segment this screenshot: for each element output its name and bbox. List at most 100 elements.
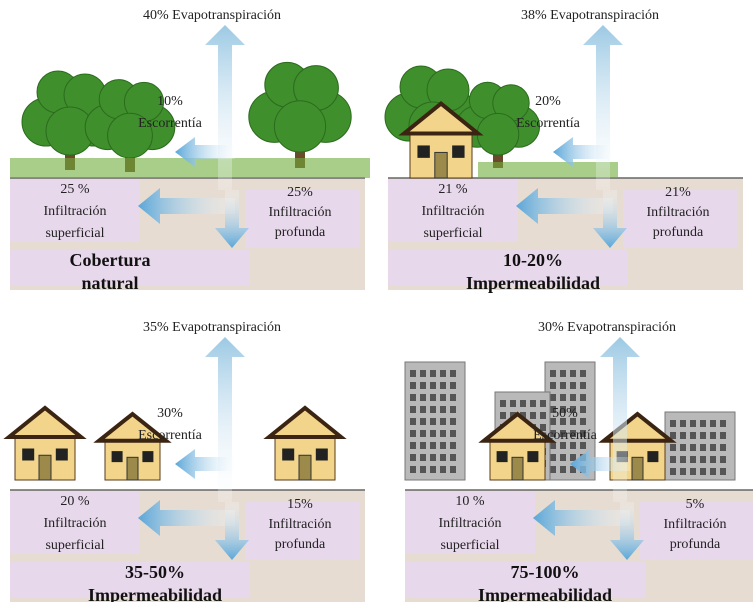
house-window <box>112 451 123 462</box>
shallow-infiltration-label: 10 % <box>455 494 485 509</box>
building-window <box>450 370 456 377</box>
evapotranspiration-label: 38% Evapotranspiración <box>521 8 659 23</box>
building-window <box>680 432 686 439</box>
house-door <box>632 457 643 480</box>
deep-infiltration-label: profunda <box>653 225 704 240</box>
house-roof <box>269 408 341 437</box>
building-window <box>540 400 546 407</box>
building-window <box>420 394 426 401</box>
runoff-label: Escorrentía <box>138 428 203 443</box>
building-window <box>720 468 726 475</box>
building-window <box>450 466 456 473</box>
building-window <box>720 432 726 439</box>
building-window <box>670 444 676 451</box>
shallow-infiltration-label: 20 % <box>60 494 90 509</box>
shallow-infiltration-label: Infiltración <box>44 204 107 219</box>
house-window <box>282 449 294 461</box>
building-window <box>700 420 706 427</box>
panel-title: Impermeabilidad <box>478 585 612 602</box>
tree-foliage <box>274 101 325 152</box>
building-window <box>530 400 536 407</box>
deep-infiltration-label: Infiltración <box>664 517 727 532</box>
house-door <box>127 457 138 480</box>
deep-infiltration-label: 21% <box>665 185 691 200</box>
evapotranspiration-label: 35% Evapotranspiración <box>143 320 281 335</box>
evapotranspiration-label: 40% Evapotranspiración <box>143 8 281 23</box>
building-window <box>520 400 526 407</box>
building-window <box>410 430 416 437</box>
building-window <box>420 382 426 389</box>
house-door <box>435 152 447 178</box>
building-window <box>710 432 716 439</box>
building-window <box>440 442 446 449</box>
building-window <box>410 394 416 401</box>
runoff-label: 10% <box>157 94 183 109</box>
building-window <box>510 400 516 407</box>
panel-title: Cobertura <box>70 250 151 270</box>
building-window <box>410 418 416 425</box>
building-window <box>690 420 696 427</box>
building-window <box>580 406 586 413</box>
building-window <box>580 370 586 377</box>
building-window <box>430 442 436 449</box>
building-window <box>440 466 446 473</box>
shallow-infiltration-label: Infiltración <box>439 516 502 531</box>
flow-arrow <box>205 337 245 502</box>
panel: 35% Evapotranspiración 30% Escorrentía 20 %… <box>9 320 365 602</box>
runoff-label: Escorrentía <box>516 116 581 131</box>
shallow-infiltration-label: superficial <box>45 226 104 241</box>
building-window <box>570 454 576 461</box>
building-window <box>410 370 416 377</box>
panel-title: 10-20% <box>503 250 563 270</box>
building-window <box>530 412 536 419</box>
house-window <box>22 449 34 461</box>
building-window <box>430 454 436 461</box>
building-window <box>690 468 696 475</box>
building-window <box>410 406 416 413</box>
building-window <box>450 442 456 449</box>
building-window <box>450 406 456 413</box>
building-window <box>420 442 426 449</box>
building-window <box>680 456 686 463</box>
building-window <box>440 370 446 377</box>
building-window <box>500 400 506 407</box>
runoff-label: 50% <box>552 406 578 421</box>
building-window <box>550 382 556 389</box>
building-window <box>420 418 426 425</box>
building-window <box>710 468 716 475</box>
building-window <box>680 420 686 427</box>
building-window <box>720 456 726 463</box>
tree-foliage <box>477 113 519 155</box>
building-window <box>420 406 426 413</box>
building-window <box>560 394 566 401</box>
building-window <box>410 454 416 461</box>
house-window <box>417 145 429 157</box>
runoff-label: 30% <box>157 406 183 421</box>
shallow-infiltration-label: Infiltración <box>422 204 485 219</box>
shallow-infiltration-label: superficial <box>45 538 104 553</box>
building-window <box>710 456 716 463</box>
building-window <box>450 430 456 437</box>
deep-infiltration-label: 15% <box>287 497 313 512</box>
building-window <box>680 444 686 451</box>
house-window <box>452 145 464 157</box>
building-window <box>430 382 436 389</box>
building-window <box>670 456 676 463</box>
runoff-label: Escorrentía <box>138 116 203 131</box>
panel-title: Impermeabilidad <box>466 273 600 293</box>
building-window <box>410 382 416 389</box>
building-window <box>700 468 706 475</box>
building-window <box>550 394 556 401</box>
panel: 38% Evapotranspiración20%Escorrentía21 %… <box>385 8 743 293</box>
evapotranspiration-label: 30% Evapotranspiración <box>538 320 676 335</box>
house-window <box>647 451 658 462</box>
building-window <box>550 454 556 461</box>
deep-infiltration-label: 5% <box>686 497 705 512</box>
building-window <box>420 466 426 473</box>
building-window <box>450 418 456 425</box>
building-window <box>430 466 436 473</box>
deep-infiltration-label: profunda <box>670 537 721 552</box>
building-window <box>540 412 546 419</box>
shallow-infiltration-label: 25 % <box>60 182 90 197</box>
